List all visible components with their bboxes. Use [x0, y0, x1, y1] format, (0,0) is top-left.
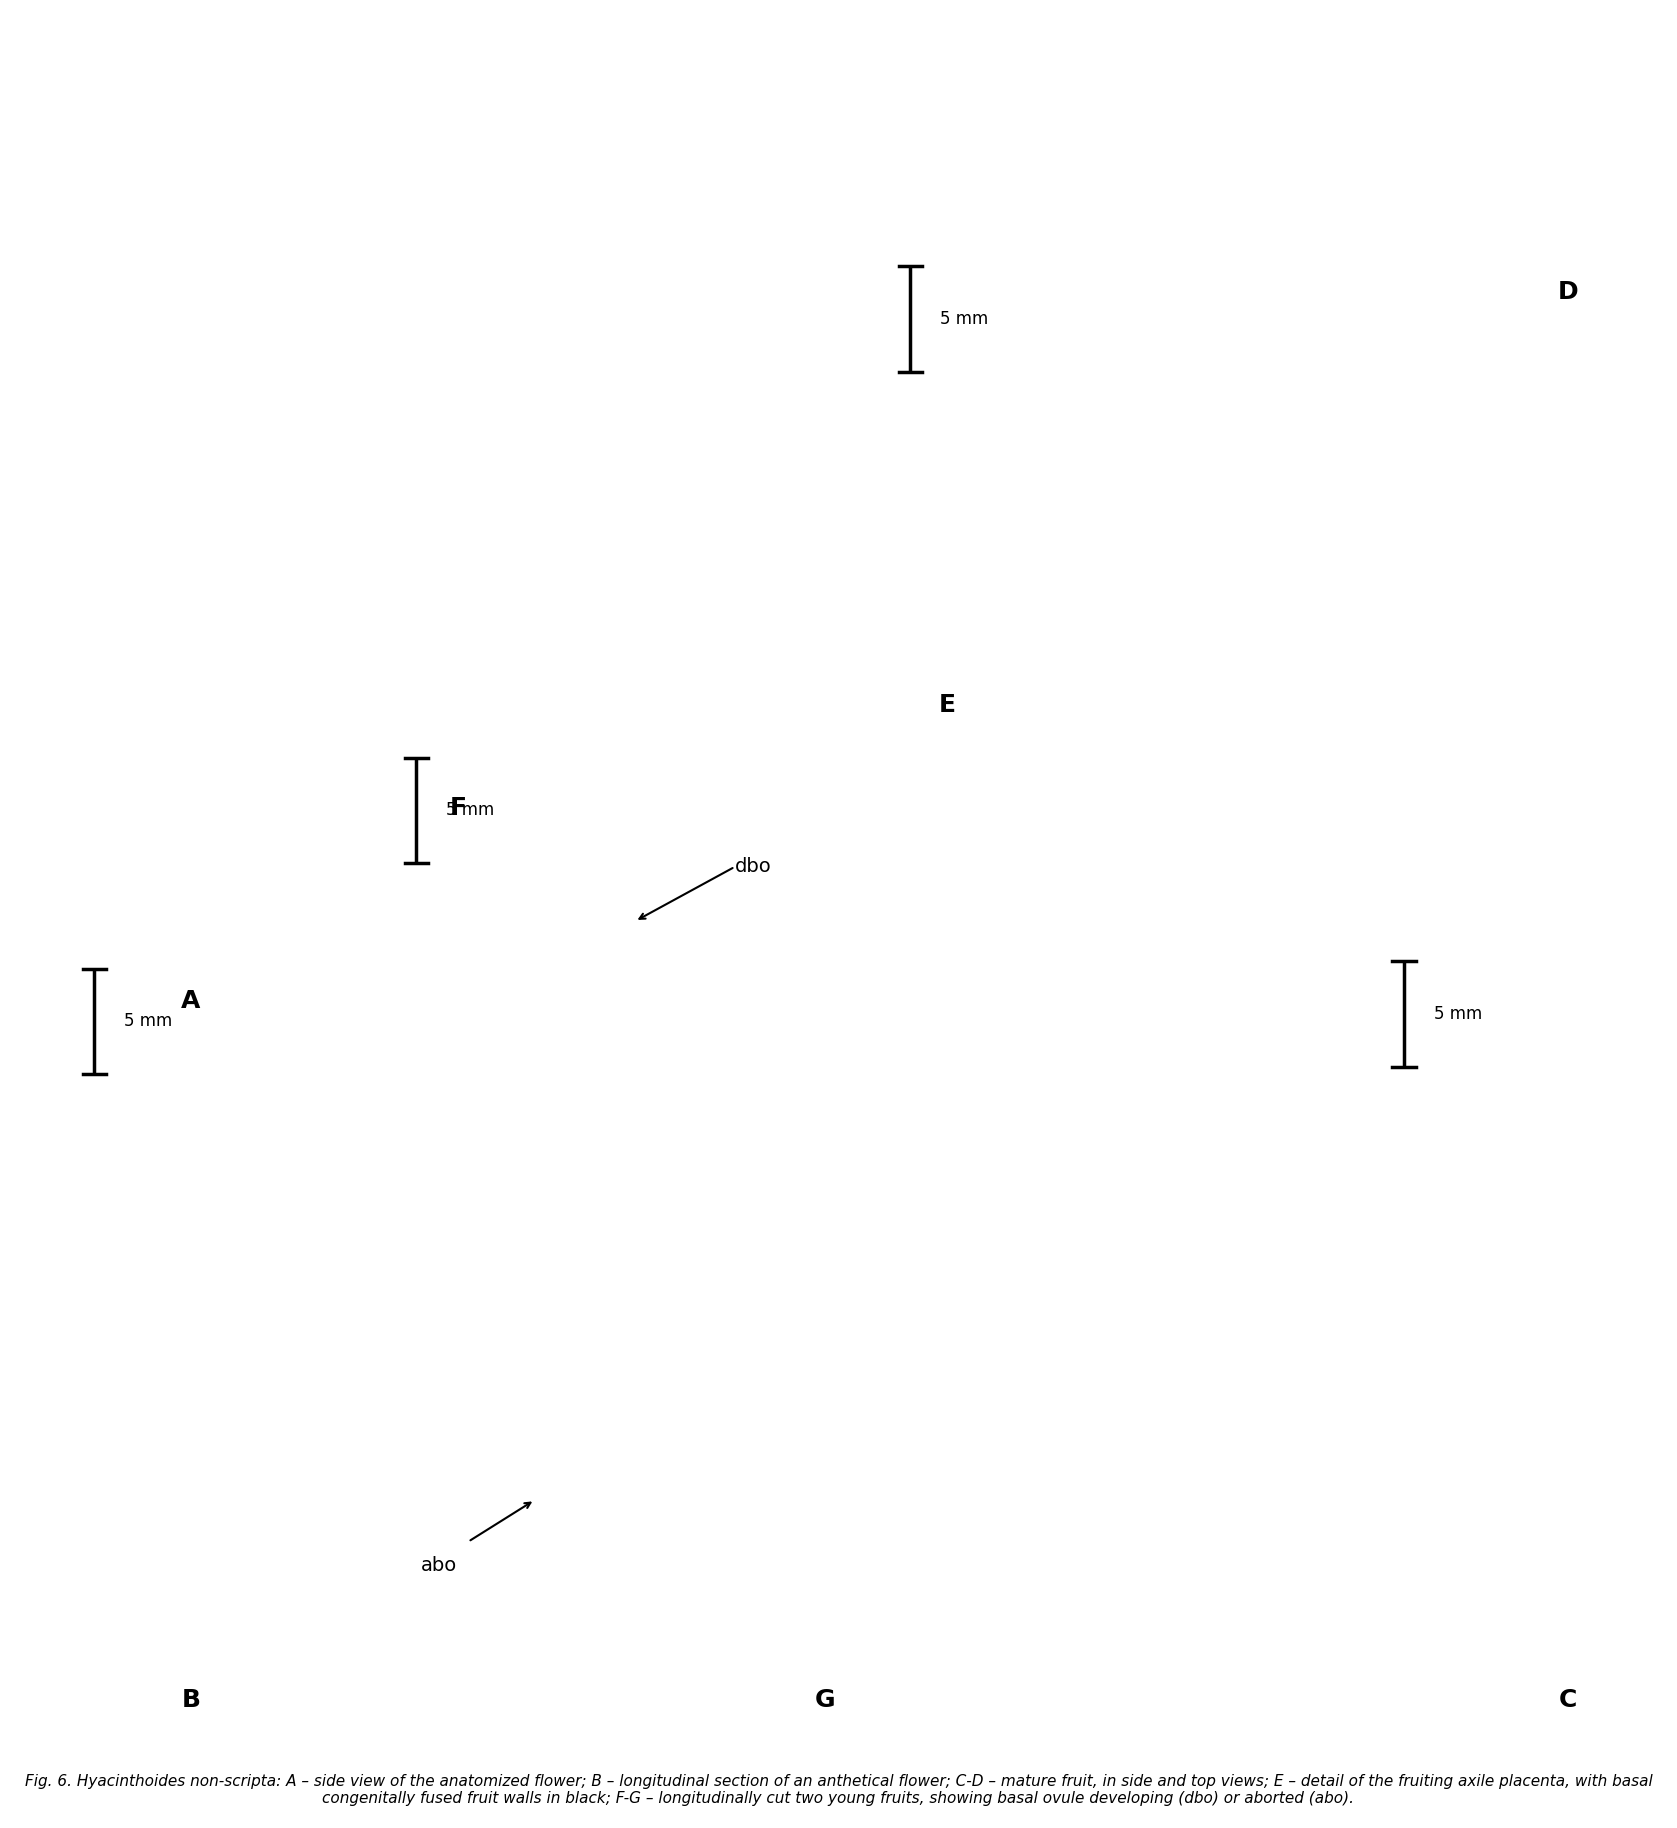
Text: 5 mm: 5 mm — [124, 1013, 173, 1031]
Text: E: E — [939, 693, 956, 717]
Text: D: D — [1558, 280, 1578, 303]
Text: 5 mm: 5 mm — [1434, 1005, 1482, 1024]
Text: abo: abo — [421, 1556, 458, 1576]
Text: G: G — [815, 1687, 835, 1713]
Text: dbo: dbo — [735, 857, 771, 876]
Text: B: B — [181, 1687, 201, 1713]
Text: F: F — [449, 797, 466, 821]
Text: A: A — [181, 989, 201, 1013]
Text: 5 mm: 5 mm — [941, 311, 988, 327]
Text: 5 mm: 5 mm — [446, 801, 495, 819]
Text: C: C — [1558, 1687, 1576, 1713]
Text: Fig. 6. Hyacinthoides non-scripta: A – side view of the anatomized flower; B – l: Fig. 6. Hyacinthoides non-scripta: A – s… — [25, 1773, 1652, 1806]
